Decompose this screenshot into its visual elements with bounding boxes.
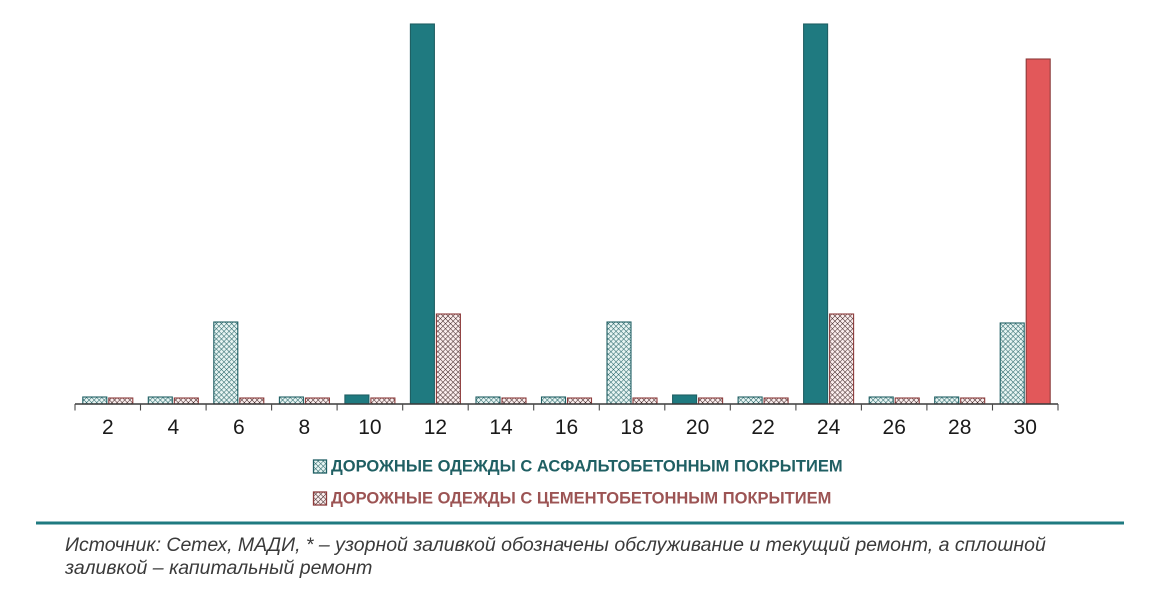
svg-text:22: 22 [751, 416, 774, 439]
svg-text:30: 30 [1014, 416, 1037, 439]
svg-text:14: 14 [489, 416, 513, 439]
svg-text:26: 26 [883, 416, 906, 439]
svg-text:8: 8 [299, 416, 311, 439]
svg-text:ДОРОЖНЫЕ ОДЕЖДЫ С АСФАЛЬТОБЕТО: ДОРОЖНЫЕ ОДЕЖДЫ С АСФАЛЬТОБЕТОННЫМ ПОКРЫ… [331, 458, 843, 476]
svg-text:10: 10 [358, 416, 381, 439]
svg-text:заливкой – капитальный ремонт: заливкой – капитальный ремонт [64, 557, 372, 579]
svg-text:28: 28 [948, 416, 971, 439]
svg-text:16: 16 [555, 416, 578, 439]
svg-text:4: 4 [167, 416, 179, 439]
svg-text:12: 12 [424, 416, 447, 439]
svg-text:24: 24 [817, 416, 841, 439]
svg-text:20: 20 [686, 416, 709, 439]
svg-text:Источник: Сетех, МАДИ, * – узо: Источник: Сетех, МАДИ, * – узорной залив… [65, 534, 1046, 556]
svg-text:6: 6 [233, 416, 245, 439]
svg-text:18: 18 [620, 416, 643, 439]
svg-text:ДОРОЖНЫЕ ОДЕЖДЫ С ЦЕМЕНТОБЕТОН: ДОРОЖНЫЕ ОДЕЖДЫ С ЦЕМЕНТОБЕТОННЫМ ПОКРЫТ… [331, 490, 831, 508]
svg-text:2: 2 [102, 416, 114, 439]
